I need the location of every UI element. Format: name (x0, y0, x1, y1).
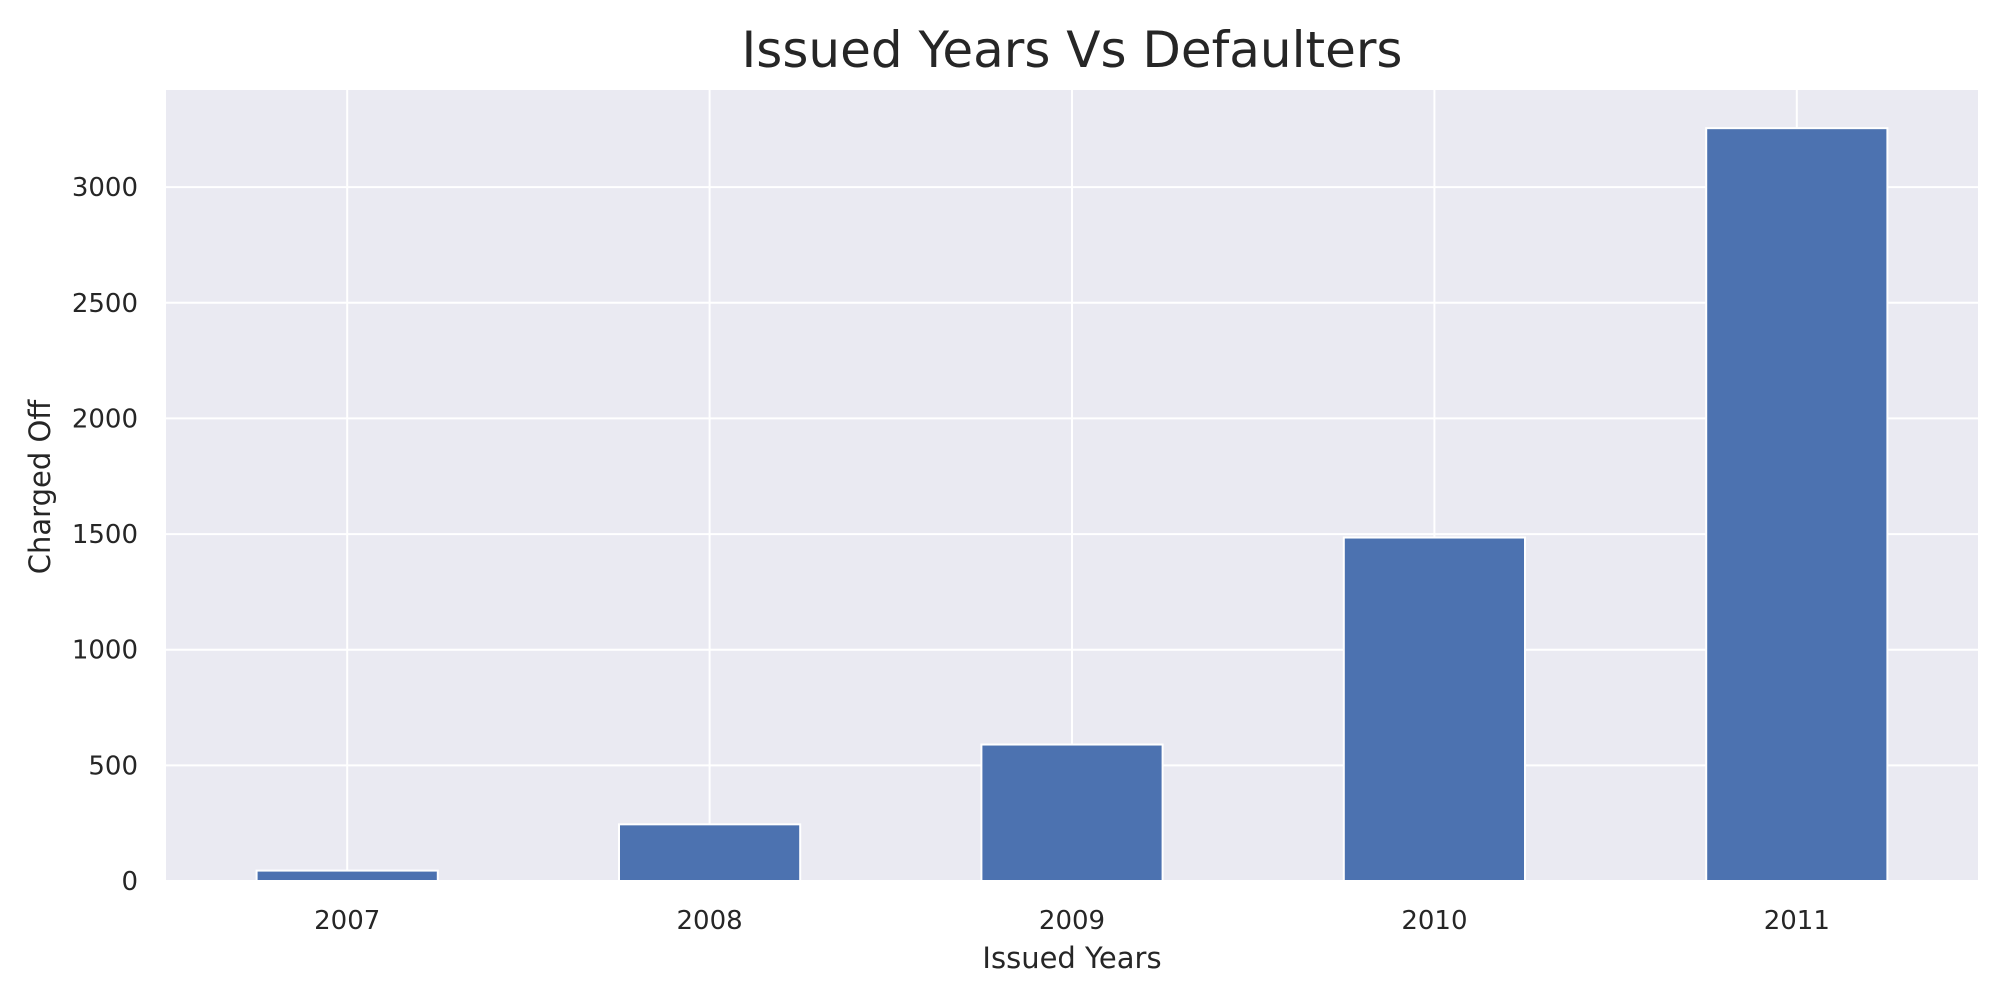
bars (255, 127, 1889, 883)
y-tick-label: 2500 (72, 289, 138, 319)
bar-2009 (980, 743, 1164, 883)
chart-title: Issued Years Vs Defaulters (742, 21, 1403, 79)
y-tick-label: 2000 (72, 404, 138, 434)
x-tick-label: 2009 (1039, 906, 1105, 936)
x-tick-label: 2011 (1764, 906, 1830, 936)
y-tick-label: 1000 (72, 636, 138, 666)
bar-2007 (255, 869, 439, 882)
y-tick-label: 1500 (72, 520, 138, 550)
bar-2010 (1342, 536, 1527, 883)
y-tick-label: 3000 (72, 173, 138, 203)
bar-2011 (1705, 127, 1889, 882)
y-tick-label: 0 (121, 867, 138, 897)
x-axis-ticks: 2007 2008 2009 2010 2011 (314, 906, 1830, 936)
y-tick-label: 500 (88, 751, 138, 781)
bar-2008 (618, 823, 802, 882)
y-axis-label: Charged Off (23, 399, 57, 575)
x-tick-label: 2008 (677, 906, 743, 936)
x-axis-label: Issued Years (982, 941, 1161, 975)
y-axis-ticks: 0 500 1000 1500 2000 2500 3000 (72, 173, 138, 897)
x-tick-label: 2010 (1401, 906, 1467, 936)
x-tick-label: 2007 (314, 906, 380, 936)
